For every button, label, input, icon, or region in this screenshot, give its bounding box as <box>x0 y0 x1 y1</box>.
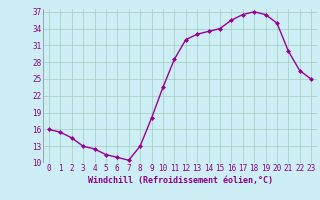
X-axis label: Windchill (Refroidissement éolien,°C): Windchill (Refroidissement éolien,°C) <box>87 176 273 185</box>
